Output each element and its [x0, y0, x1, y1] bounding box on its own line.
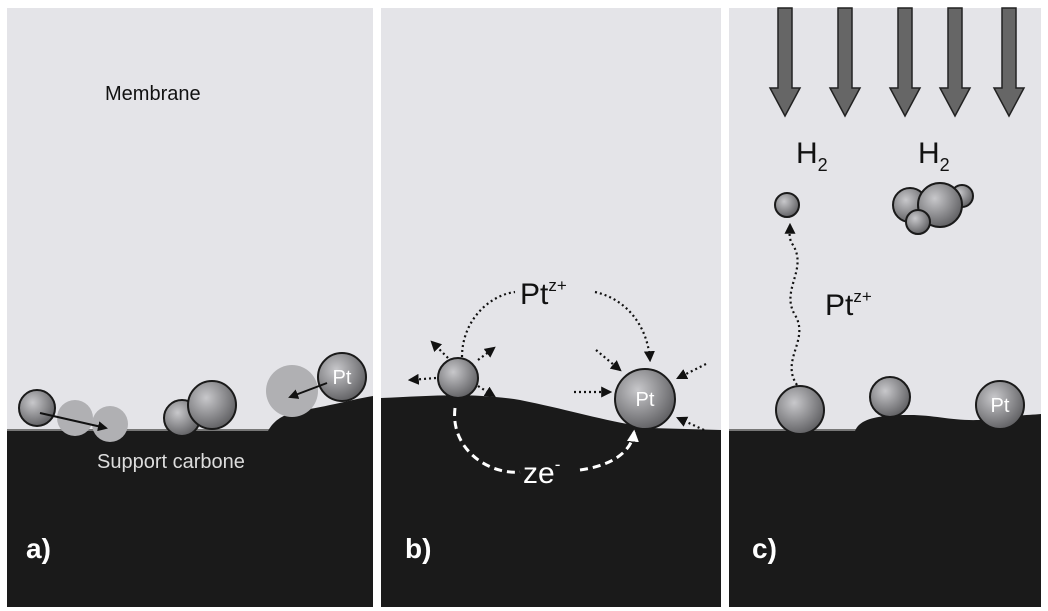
panel-label: b) — [405, 533, 431, 564]
radial-arrows — [407, 340, 707, 431]
particle — [437, 357, 479, 399]
panel-label: c) — [752, 533, 777, 564]
arrow — [39, 412, 108, 432]
particle — [317, 352, 367, 402]
panel-label: a) — [26, 533, 51, 564]
membrane-area — [7, 8, 373, 430]
particle — [614, 368, 676, 430]
ghost-particle — [92, 406, 128, 442]
deposition-path — [594, 290, 655, 363]
particle — [975, 380, 1025, 430]
particle — [18, 389, 56, 427]
gas-label: H2 — [918, 137, 950, 175]
particle — [774, 192, 800, 218]
bump — [268, 396, 373, 431]
support — [729, 430, 1041, 607]
ion-label: Ptz+ — [825, 287, 872, 322]
migration-path — [784, 222, 801, 386]
dissolution-path — [460, 290, 516, 358]
particle — [775, 385, 825, 435]
cluster — [892, 182, 974, 235]
particle-label: Pt — [333, 367, 352, 389]
particle-label: Pt — [636, 389, 655, 411]
panel-c: H2 H2 Ptz+ Pt c) — [729, 7, 1041, 607]
particle — [869, 376, 911, 418]
particle-label: Pt — [991, 395, 1010, 417]
panel-b: Ptz+ ze- Pt b) — [381, 8, 721, 607]
gas-label: H2 — [796, 137, 828, 175]
membrane-area — [381, 8, 721, 430]
ghost-particle — [57, 400, 93, 436]
membrane-label: Membrane — [105, 83, 201, 105]
ion-label: Ptz+ — [520, 276, 567, 311]
support — [7, 430, 373, 607]
electron-path — [579, 429, 639, 472]
support-label: Support carbone — [97, 451, 245, 473]
ghost-particle — [266, 365, 318, 417]
electron-label: ze- — [523, 455, 560, 490]
arrow — [288, 382, 328, 399]
electron-path — [453, 407, 521, 474]
particle — [187, 380, 237, 430]
membrane-area — [729, 8, 1041, 430]
gas-arrows — [768, 7, 1026, 118]
panel-a: Membrane Support carbone Pt a) — [7, 8, 373, 607]
